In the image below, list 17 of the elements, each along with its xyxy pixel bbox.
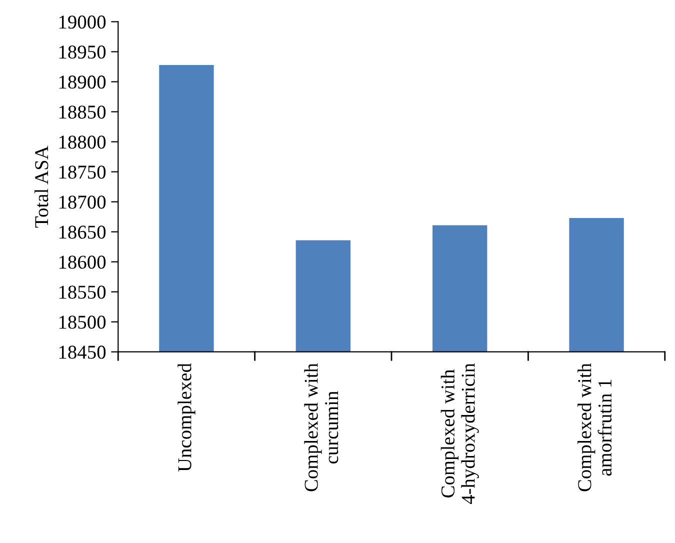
y-tick-label: 18600 [59, 256, 106, 269]
x-tick-label: Complexed with amorfrutin 1 [578, 363, 612, 492]
y-tick-label: 18800 [59, 136, 106, 149]
y-tick-label: 18450 [59, 346, 106, 359]
y-tick-label: 18550 [59, 286, 106, 299]
y-tick-label: 18900 [59, 76, 106, 89]
y-tick-label: 18850 [59, 106, 106, 119]
x-tick-label: Complexed with 4-hydroxyderricin [440, 363, 479, 504]
y-tick-label: 18650 [59, 226, 106, 239]
x-tick-label: Uncomplexed [178, 363, 196, 472]
y-tick-label: 18950 [59, 46, 106, 59]
y-tick-label: 18500 [59, 316, 106, 329]
y-tick-label: 19000 [59, 16, 106, 29]
y-tick-label: 18700 [59, 196, 106, 209]
y-tick-label: 18750 [59, 166, 106, 179]
y-axis-title: Total ASA [34, 146, 48, 228]
x-tick-label: Complexed with curcumin [304, 363, 338, 492]
